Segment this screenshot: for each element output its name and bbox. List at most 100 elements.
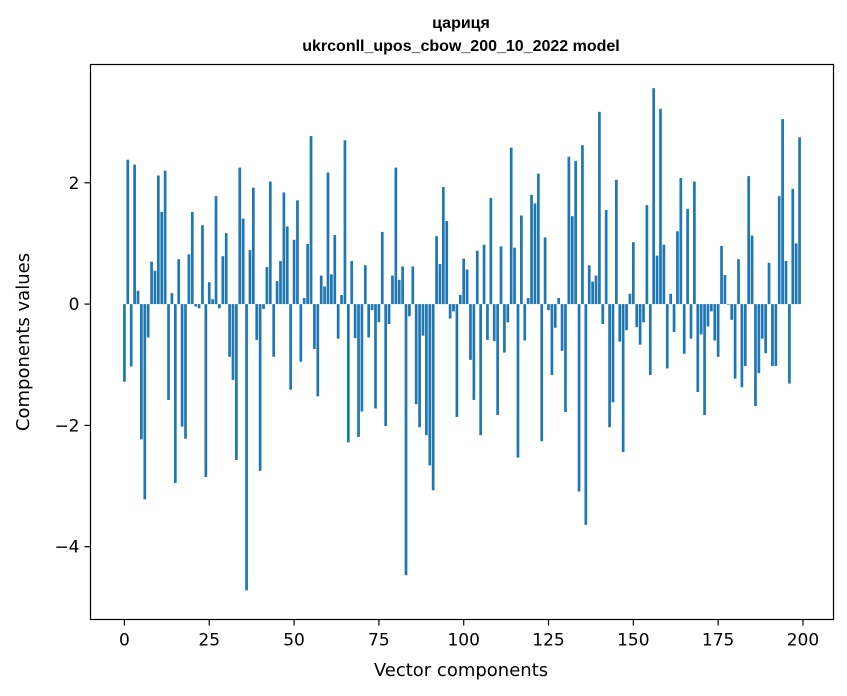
bar <box>279 261 282 305</box>
bar <box>723 274 727 305</box>
bar <box>374 304 377 409</box>
x-tick-label: 25 <box>198 631 220 651</box>
bar <box>472 304 476 400</box>
bar <box>153 270 157 305</box>
chart-title: цариця <box>432 15 490 32</box>
bar <box>126 159 130 305</box>
bar <box>587 265 591 305</box>
bar <box>421 304 425 336</box>
bar <box>377 304 381 323</box>
bar <box>771 304 774 366</box>
bar <box>170 293 174 305</box>
bar <box>458 294 462 305</box>
bar <box>306 244 309 305</box>
bar <box>594 275 598 305</box>
bar <box>265 267 269 305</box>
bar <box>672 304 676 332</box>
bar <box>601 304 605 325</box>
bar <box>150 261 153 305</box>
bar <box>146 304 150 338</box>
bar <box>282 192 286 305</box>
bar <box>360 304 364 412</box>
bar <box>262 304 265 309</box>
bar <box>482 244 486 305</box>
bar <box>760 304 764 339</box>
bar <box>211 299 214 305</box>
bar <box>167 304 170 400</box>
plot-frame <box>89 63 835 621</box>
bar <box>336 304 340 339</box>
bar <box>642 304 645 323</box>
bar <box>136 290 140 305</box>
bar <box>465 269 469 305</box>
bar <box>655 255 659 305</box>
bar <box>499 246 503 305</box>
bar <box>445 220 449 305</box>
bar <box>754 304 757 406</box>
bar <box>140 304 143 440</box>
bar <box>645 205 649 305</box>
bar <box>299 304 303 362</box>
bar <box>557 298 561 305</box>
bar <box>231 304 235 380</box>
bars-group <box>123 88 801 591</box>
bar <box>326 172 330 305</box>
bar <box>513 247 516 305</box>
bar <box>414 304 418 405</box>
bar <box>726 304 730 305</box>
x-tick-label: 200 <box>787 631 819 651</box>
bar <box>330 274 333 305</box>
bar <box>598 111 601 305</box>
bar <box>530 194 533 305</box>
bar <box>218 304 221 309</box>
bar <box>143 304 147 500</box>
bar <box>486 304 489 340</box>
y-tick-label: 0 <box>69 295 80 315</box>
bar <box>241 218 245 305</box>
bar <box>431 304 435 491</box>
bar <box>703 304 706 416</box>
bar <box>652 88 656 305</box>
bar <box>455 304 459 417</box>
x-axis-label: Vector components <box>374 660 548 681</box>
bar <box>190 211 194 305</box>
bar <box>625 304 628 331</box>
bar <box>648 304 652 376</box>
bar <box>204 304 208 477</box>
bar <box>479 304 483 436</box>
bar <box>401 266 404 305</box>
bar <box>435 236 438 305</box>
y-tick-label: −4 <box>54 538 79 558</box>
bar <box>689 304 693 339</box>
bar <box>662 244 666 305</box>
bar <box>438 264 442 305</box>
bar <box>129 304 133 367</box>
bar <box>536 173 540 305</box>
bar <box>173 304 177 484</box>
bar <box>788 304 791 384</box>
bar <box>730 304 734 320</box>
bar <box>302 298 306 305</box>
bar <box>523 304 527 341</box>
bar <box>560 304 564 351</box>
bar <box>679 177 683 305</box>
bar <box>268 181 272 305</box>
bar <box>180 304 184 427</box>
bar <box>743 304 747 366</box>
bar <box>197 304 201 309</box>
bar <box>462 258 466 305</box>
bar <box>747 176 751 305</box>
x-tick-label: 0 <box>119 631 130 651</box>
bar <box>784 261 788 305</box>
bar <box>489 197 493 305</box>
bar <box>710 304 713 312</box>
bar <box>157 175 160 305</box>
bar <box>492 304 496 342</box>
bar <box>509 147 513 305</box>
bar <box>475 250 479 305</box>
bar <box>604 210 608 305</box>
bar <box>686 208 689 305</box>
bar <box>574 160 578 305</box>
bar <box>750 235 754 305</box>
